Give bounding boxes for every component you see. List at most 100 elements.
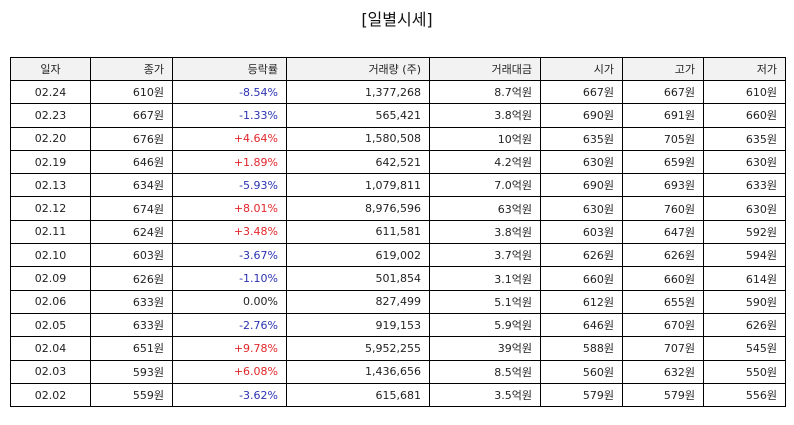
change-rate-cell: +9.78% — [172, 336, 287, 361]
change-rate-cell: +1.89% — [172, 149, 287, 175]
close-cell: 633원 — [90, 312, 173, 338]
change-rate-cell: -1.33% — [172, 103, 287, 128]
change-rate-cell: -5.93% — [172, 173, 287, 198]
close-cell: 559원 — [90, 382, 173, 408]
low-cell: 550원 — [703, 359, 786, 384]
high-cell: 647원 — [622, 219, 704, 245]
high-header: 고가 — [622, 57, 704, 81]
volume-cell: 1,079,811 — [286, 173, 430, 198]
date-cell: 02.13 — [10, 173, 91, 198]
low-cell: 594원 — [703, 243, 786, 268]
table-row: 02.23 667원 -1.33% 565,421 3.8억원 690원 691원 660원 — [10, 103, 786, 128]
date-cell: 02.09 — [10, 266, 91, 291]
open-cell: 667원 — [540, 79, 623, 105]
close-cell: 667원 — [90, 103, 173, 128]
open-header: 시가 — [540, 57, 623, 81]
low-cell: 660원 — [703, 103, 786, 128]
volume-cell: 642,521 — [286, 149, 430, 175]
date-cell: 02.04 — [10, 336, 91, 361]
close-cell: 646원 — [90, 149, 173, 175]
volume-header: 거래량 (주) — [286, 57, 430, 81]
open-cell: 660원 — [540, 266, 623, 291]
date-cell: 02.23 — [10, 103, 91, 128]
change-rate-cell: -1.10% — [172, 266, 287, 291]
open-cell: 588원 — [540, 336, 623, 361]
amount-cell: 5.1억원 — [429, 289, 541, 314]
amount-cell: 5.9억원 — [429, 312, 541, 338]
amount-header: 거래대금 — [429, 57, 541, 81]
table-body: 02.24 610원 -8.54% 1,377,268 8.7억원 667원 667원 610… — [10, 79, 786, 408]
close-cell: 610원 — [90, 79, 173, 105]
table-row: 02.09 626원 -1.10% 501,854 3.1억원 660원 660원 614원 — [10, 266, 786, 291]
change-rate-cell: -2.76% — [172, 312, 287, 338]
date-cell: 02.10 — [10, 243, 91, 268]
date-cell: 02.11 — [10, 219, 91, 245]
volume-cell: 1,377,268 — [286, 79, 430, 105]
high-cell: 655원 — [622, 289, 704, 314]
high-cell: 579원 — [622, 382, 704, 408]
low-cell: 630원 — [703, 196, 786, 221]
open-cell: 603원 — [540, 219, 623, 245]
volume-cell: 501,854 — [286, 266, 430, 291]
low-cell: 635원 — [703, 126, 786, 151]
change-rate-cell: -3.62% — [172, 382, 287, 408]
high-cell: 632원 — [622, 359, 704, 384]
date-cell: 02.19 — [10, 149, 91, 175]
change-rate-cell: -8.54% — [172, 79, 287, 105]
amount-cell: 4.2억원 — [429, 149, 541, 175]
volume-cell: 619,002 — [286, 243, 430, 268]
table-row: 02.19 646원 +1.89% 642,521 4.2억원 630원 659원 630원 — [10, 149, 786, 175]
close-cell: 634원 — [90, 173, 173, 198]
close-cell: 651원 — [90, 336, 173, 361]
open-cell: 560원 — [540, 359, 623, 384]
open-cell: 646원 — [540, 312, 623, 338]
change-rate-cell: +6.08% — [172, 359, 287, 384]
table-row: 02.24 610원 -8.54% 1,377,268 8.7억원 667원 667원 610… — [10, 79, 786, 105]
change-rate-cell: -3.67% — [172, 243, 287, 268]
low-cell: 590원 — [703, 289, 786, 314]
date-cell: 02.20 — [10, 126, 91, 151]
table-row: 02.10 603원 -3.67% 619,002 3.7억원 626원 626원 594원 — [10, 243, 786, 268]
table-row: 02.03 593원 +6.08% 1,436,656 8.5억원 560원 632원 550… — [10, 359, 786, 384]
volume-cell: 615,681 — [286, 382, 430, 408]
high-cell: 705원 — [622, 126, 704, 151]
high-cell: 659원 — [622, 149, 704, 175]
open-cell: 626원 — [540, 243, 623, 268]
low-cell: 614원 — [703, 266, 786, 291]
volume-cell: 827,499 — [286, 289, 430, 314]
volume-cell: 1,580,508 — [286, 126, 430, 151]
table-row: 02.12 674원 +8.01% 8,976,596 63억원 630원 760원 630원 — [10, 196, 786, 221]
open-cell: 630원 — [540, 149, 623, 175]
daily-price-table: 일자 종가 등락률 거래량 (주) 거래대금 시가 고가 저가 02.24 610원 -8.54%… — [10, 57, 786, 408]
low-cell: 610원 — [703, 79, 786, 105]
high-cell: 707원 — [622, 336, 704, 361]
amount-cell: 7.0억원 — [429, 173, 541, 198]
volume-cell: 919,153 — [286, 312, 430, 338]
low-cell: 630원 — [703, 149, 786, 175]
amount-cell: 8.7억원 — [429, 79, 541, 105]
volume-cell: 5,952,255 — [286, 336, 430, 361]
date-cell: 02.03 — [10, 359, 91, 384]
close-cell: 626원 — [90, 266, 173, 291]
table-row: 02.05 633원 -2.76% 919,153 5.9억원 646원 670원 626원 — [10, 312, 786, 338]
volume-cell: 565,421 — [286, 103, 430, 128]
high-cell: 693원 — [622, 173, 704, 198]
high-cell: 670원 — [622, 312, 704, 338]
open-cell: 630원 — [540, 196, 623, 221]
close-cell: 676원 — [90, 126, 173, 151]
date-cell: 02.06 — [10, 289, 91, 314]
volume-cell: 1,436,656 — [286, 359, 430, 384]
amount-cell: 63억원 — [429, 196, 541, 221]
open-cell: 690원 — [540, 103, 623, 128]
close-cell: 633원 — [90, 289, 173, 314]
close-cell: 593원 — [90, 359, 173, 384]
low-cell: 545원 — [703, 336, 786, 361]
close-cell: 674원 — [90, 196, 173, 221]
close-header: 종가 — [90, 57, 173, 81]
open-cell: 635원 — [540, 126, 623, 151]
close-cell: 603원 — [90, 243, 173, 268]
change-rate-cell: 0.00% — [172, 289, 287, 314]
close-cell: 624원 — [90, 219, 173, 245]
high-cell: 667원 — [622, 79, 704, 105]
table-row: 02.13 634원 -5.93% 1,079,811 7.0억원 690원 693원 633… — [10, 173, 786, 198]
